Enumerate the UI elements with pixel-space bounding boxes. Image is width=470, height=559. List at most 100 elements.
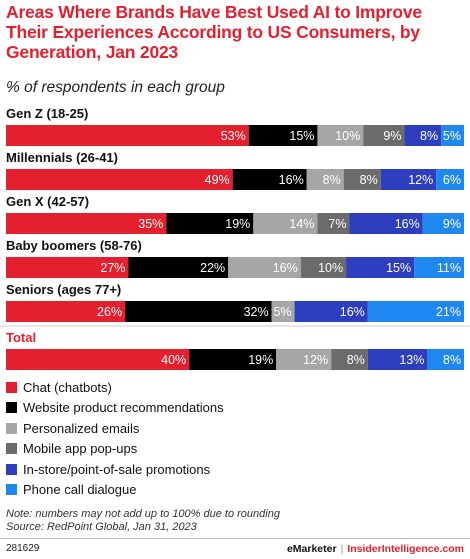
bar-segment (276, 349, 332, 370)
bar-segment (422, 213, 464, 234)
data-label: 8% (420, 129, 438, 143)
category-label: Gen X (42-57) (6, 194, 89, 209)
legend-swatch (6, 402, 17, 414)
source-text: Source: RedPoint Global, Jan 31, 2023 (6, 520, 197, 533)
data-label: 19% (225, 217, 250, 231)
bar-segment (248, 125, 318, 146)
data-label: 49% (205, 173, 230, 187)
data-label: 9% (383, 129, 401, 143)
chart-id: 281629 (6, 543, 40, 554)
data-label: 8% (443, 353, 461, 367)
data-label: 32% (244, 305, 269, 319)
data-label: 53% (221, 129, 246, 143)
brand-emarketer: eMarketer (286, 543, 337, 555)
data-label: 19% (248, 353, 273, 367)
bar-segment (6, 349, 190, 370)
data-label: 12% (303, 353, 328, 367)
category-label: Total (6, 330, 36, 345)
bar-segment (367, 349, 428, 370)
bar-segment (343, 169, 381, 190)
chart-subtitle: % of respondents in each group (6, 79, 225, 96)
bar-segment (294, 301, 368, 322)
data-label: 7% (328, 217, 346, 231)
legend-swatch (6, 422, 17, 434)
bar-segment (6, 257, 129, 278)
notes: Note: numbers may not add up to 100% due… (6, 508, 280, 533)
bar-segment (317, 213, 350, 234)
data-label: 14% (289, 217, 314, 231)
bar-segment (300, 257, 347, 278)
data-label: 8% (360, 173, 378, 187)
bar-segment (6, 125, 249, 146)
data-label: 5% (443, 129, 461, 143)
bar-segment (349, 213, 423, 234)
legend-swatch (6, 463, 17, 475)
category-label: Gen Z (18-25) (6, 106, 88, 121)
legend-item: Phone call dialogue (6, 480, 224, 501)
data-label: 40% (161, 353, 186, 367)
legend-item: Mobile app pop-ups (6, 439, 224, 460)
bar-segment (232, 169, 307, 190)
bar-segment (6, 169, 233, 190)
data-label: 15% (386, 261, 411, 275)
bar-segment (367, 301, 464, 322)
data-label: 22% (200, 261, 225, 275)
bar-segment (363, 125, 405, 146)
data-label: 16% (279, 173, 304, 187)
data-label: 11% (437, 261, 461, 275)
data-label: 27% (100, 261, 125, 275)
data-label: 15% (289, 129, 314, 143)
legend-swatch (6, 484, 17, 496)
brand-insiderintelligence: InsiderIntelligence.com (347, 543, 464, 555)
data-label: 9% (443, 217, 461, 231)
category-label: Baby boomers (58-76) (6, 238, 142, 253)
legend-label: Chat (chatbots) (23, 379, 112, 395)
brand-separator: | (340, 543, 344, 555)
bar-segment (346, 257, 415, 278)
bar-segment (441, 125, 464, 146)
legend-label: Personalized emails (23, 420, 140, 436)
data-label: 16% (340, 305, 365, 319)
legend-item: Chat (chatbots) (6, 377, 224, 398)
data-label: 10% (335, 129, 360, 143)
bar-segment (6, 301, 126, 322)
bar-segment (306, 169, 344, 190)
bar-segment (228, 257, 301, 278)
legend-item: Website product recommendations (6, 398, 224, 419)
bar-segment (331, 349, 368, 370)
bar-segment (436, 169, 464, 190)
bar-segment (414, 257, 464, 278)
footer-brand: eMarketer | InsiderIntelligence.com (287, 543, 464, 555)
bar-segment (189, 349, 277, 370)
data-label: 8% (323, 173, 341, 187)
data-label: 16% (273, 261, 298, 275)
legend-label: Phone call dialogue (23, 482, 137, 498)
bar-segment (166, 213, 254, 234)
bar-segment (125, 301, 272, 322)
data-label: 12% (408, 173, 433, 187)
legend-swatch (6, 381, 17, 393)
category-label: Seniors (ages 77+) (6, 282, 121, 297)
bar-segment (317, 125, 364, 146)
note-text: Note: numbers may not add up to 100% due… (6, 508, 280, 520)
data-label: 13% (399, 353, 424, 367)
data-label: 35% (138, 217, 163, 231)
legend-label: In-store/point-of-sale promotions (23, 461, 211, 477)
bar-segment (427, 349, 464, 370)
legend-label: Mobile app pop-ups (23, 441, 138, 457)
bar-segment (128, 257, 229, 278)
data-label: 6% (443, 173, 461, 187)
category-label: Millennials (26-41) (6, 150, 118, 165)
stacked-bar-chart: Gen Z (18-25) 53% 15% 10% 9% 8% 5% Millennials … (0, 106, 470, 370)
data-label: 8% (347, 353, 365, 367)
bar-segment (380, 169, 437, 190)
data-label: 5% (273, 305, 291, 319)
bar-segment (404, 125, 442, 146)
data-label: 10% (318, 261, 343, 275)
data-label: 16% (395, 217, 420, 231)
legend-label: Website product recommendations (23, 400, 224, 416)
chart-legend: Chat (chatbots) Website product recommend… (6, 377, 224, 500)
data-label: 26% (97, 305, 122, 319)
bar-segment (253, 213, 318, 234)
footer-divider (0, 538, 470, 539)
